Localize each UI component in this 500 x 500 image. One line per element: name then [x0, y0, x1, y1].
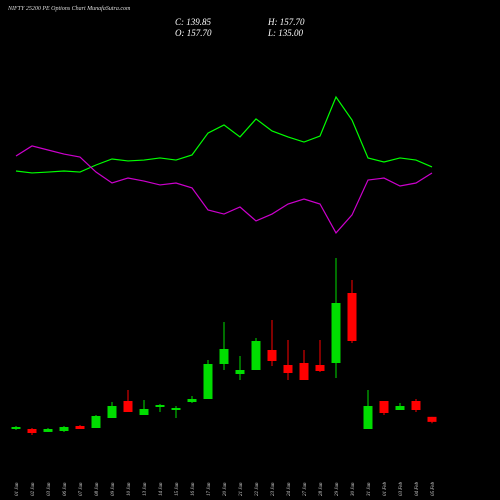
indicator-line	[15, 145, 433, 234]
candle-body	[283, 365, 293, 373]
candle-body	[251, 341, 261, 370]
x-tick-label: 08 Jan	[95, 482, 100, 496]
x-tick-label: 27 Jan	[303, 482, 308, 496]
x-tick-label: 06 Jan	[63, 482, 68, 496]
x-tick-label: 30 Jan	[351, 482, 356, 496]
candle-body	[379, 401, 389, 413]
candle-body	[267, 350, 277, 361]
x-tick-label: 20 Jan	[223, 482, 228, 496]
candle-body	[395, 406, 405, 410]
candle-body	[363, 406, 373, 429]
candle-body	[43, 429, 53, 432]
x-tick-label: 03 Jan	[47, 482, 52, 496]
x-tick-label: 05 Feb	[431, 481, 436, 496]
chart-title: NIFTY 25200 PE Options Chart MunafaSutra…	[7, 5, 131, 12]
candle-body	[155, 405, 165, 407]
candle-body	[75, 426, 85, 429]
candle-body	[427, 416, 437, 422]
x-tick-label: 24 Jan	[287, 482, 292, 496]
x-tick-label: 07 Jan	[79, 482, 84, 496]
candle-body	[107, 406, 117, 418]
x-tick-label: 17 Jan	[207, 482, 212, 496]
candle-body	[315, 365, 325, 371]
x-tick-label: 04 Feb	[415, 481, 420, 496]
candle-body	[171, 408, 181, 410]
x-tick-label: 16 Jan	[191, 482, 196, 496]
x-tick-label: 22 Jan	[255, 482, 260, 496]
x-tick-label: 01 Feb	[383, 481, 388, 496]
candle-body	[11, 427, 21, 429]
x-tick-label: 21 Jan	[239, 482, 244, 496]
x-tick-label: 09 Jan	[111, 482, 116, 496]
x-tick-label: 31 Jan	[367, 482, 372, 496]
candle-body	[411, 401, 421, 410]
indicator-line	[15, 95, 433, 174]
candle-body	[203, 364, 213, 399]
low-label: L: 135.00	[267, 28, 304, 38]
x-tick-label: 13 Jan	[143, 482, 148, 496]
candle-body	[91, 416, 101, 428]
x-tick-label: 15 Jan	[175, 482, 180, 496]
candle-body	[347, 293, 357, 341]
candle-body	[235, 370, 245, 374]
x-tick-label: 23 Jan	[271, 482, 276, 496]
high-label: H: 157.70	[267, 17, 305, 27]
close-label: C: 139.85	[175, 17, 212, 27]
x-tick-label: 28 Jan	[319, 482, 324, 496]
candle-body	[27, 429, 37, 433]
candle-body	[187, 399, 197, 402]
open-label: O: 157.70	[175, 28, 212, 38]
x-tick-label: 10 Jan	[127, 482, 132, 496]
x-tick-label: 03 Feb	[399, 481, 404, 496]
candle-body	[299, 363, 309, 380]
candle-body	[59, 427, 69, 431]
candle-body	[123, 401, 133, 412]
x-tick-label: 01 Jan	[15, 482, 20, 496]
candle-body	[331, 303, 341, 363]
candle-body	[139, 409, 149, 415]
x-tick-label: 14 Jan	[159, 482, 164, 496]
x-tick-label: 29 Jan	[335, 482, 340, 496]
x-tick-label: 02 Jan	[31, 482, 36, 496]
candle-body	[219, 349, 229, 364]
